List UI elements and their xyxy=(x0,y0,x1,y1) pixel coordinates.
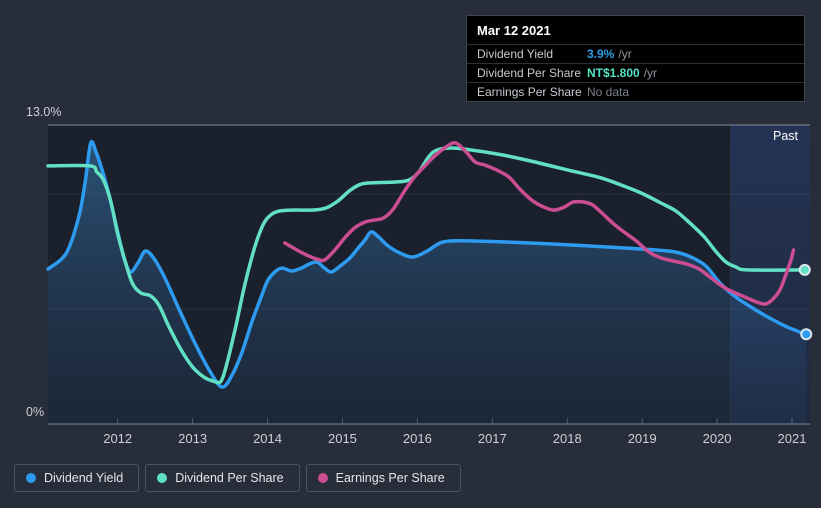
legend-item-dividend-per-share[interactable]: Dividend Per Share xyxy=(145,464,300,492)
x-tick-label: 2013 xyxy=(178,431,208,446)
dividend-yield-dot-icon xyxy=(26,473,36,483)
tooltip-date: Mar 12 2021 xyxy=(477,23,551,38)
x-tick-label: 2015 xyxy=(327,431,357,446)
tooltip-row-earnings-per-share: Earnings Per Share No data xyxy=(467,82,804,101)
tooltip-row-dividend-per-share: Dividend Per Share NT$1.800 /yr xyxy=(467,63,804,82)
x-tick-label: 2021 xyxy=(777,431,807,446)
legend-label: Earnings Per Share xyxy=(335,471,445,485)
x-tick-label: 2020 xyxy=(702,431,732,446)
legend-label: Dividend Yield xyxy=(44,471,124,485)
dividend-per-share-line xyxy=(46,146,807,385)
earnings-per-share-dot-icon xyxy=(317,473,328,483)
tooltip-row-dividend-yield: Dividend Yield 3.9% /yr xyxy=(467,44,804,63)
x-tick-label: 2017 xyxy=(477,431,507,446)
tooltip-label: Dividend Per Share xyxy=(477,66,582,80)
legend-item-earnings-per-share[interactable]: Earnings Per Share xyxy=(305,464,461,492)
earnings-per-share-line xyxy=(283,141,796,306)
x-tick-label: 2012 xyxy=(103,431,133,446)
dividend-per-share-dot-icon xyxy=(157,473,168,483)
tooltip-unit: /yr xyxy=(618,47,632,61)
x-tick-label: 2018 xyxy=(552,431,582,446)
x-tick-label: 2014 xyxy=(253,431,282,446)
legend-label: Dividend Per Share xyxy=(175,471,284,485)
tooltip-value: NT$1.800 xyxy=(587,66,640,80)
x-tick-label: 2016 xyxy=(402,431,432,446)
dividend-yield-end-dot xyxy=(800,328,813,341)
tooltip-value: 3.9% xyxy=(587,47,615,61)
chart-legend: Dividend Yield Dividend Per Share Earnin… xyxy=(14,464,461,492)
x-tick-label: 2019 xyxy=(627,431,657,446)
tooltip-label: Dividend Yield xyxy=(477,47,554,61)
tooltip-label: Earnings Per Share xyxy=(477,85,582,99)
dividend-per-share-end-dot xyxy=(798,263,811,276)
tooltip-unit: /yr xyxy=(643,66,658,80)
y-axis-min-label: 0% xyxy=(26,405,45,419)
past-region-label: Past xyxy=(772,129,798,143)
y-axis-max-label: 13.0% xyxy=(26,105,62,119)
legend-item-dividend-yield[interactable]: Dividend Yield xyxy=(14,464,140,492)
tooltip-value: No data xyxy=(587,85,630,99)
chart-tooltip: Mar 12 2021 Dividend Yield 3.9% /yr Divi… xyxy=(466,15,805,102)
dividend-yield-area xyxy=(48,141,807,424)
